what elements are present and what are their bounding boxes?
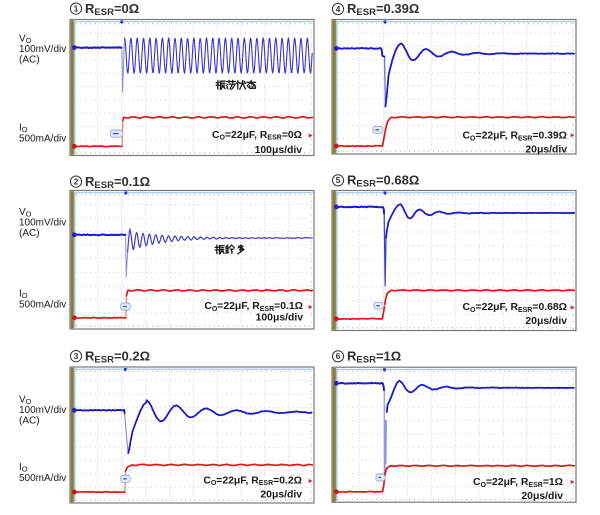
svg-text:RESR=0Ω: RESR=0Ω: [85, 1, 139, 18]
svg-text:CO=22μF, RESR=0.1Ω: CO=22μF, RESR=0.1Ω: [204, 301, 303, 313]
svg-text:20μs/div: 20μs/div: [525, 145, 567, 156]
svg-text:RESR=0.2Ω: RESR=0.2Ω: [85, 348, 150, 365]
svg-text:20μs/div: 20μs/div: [260, 490, 302, 501]
svg-text:IO: IO: [19, 289, 28, 301]
svg-text:5: 5: [336, 175, 341, 185]
svg-text:RESR=0.39Ω: RESR=0.39Ω: [347, 1, 419, 18]
svg-text:RESR=0.1Ω: RESR=0.1Ω: [85, 174, 150, 191]
svg-text:100mV/div: 100mV/div: [19, 218, 66, 229]
svg-text:500mA/div: 500mA/div: [19, 300, 66, 311]
svg-text:100mV/div: 100mV/div: [19, 405, 66, 416]
svg-text:(AC): (AC): [19, 55, 40, 66]
svg-text:CO=22μF, RESR=0.2Ω: CO=22μF, RESR=0.2Ω: [203, 475, 302, 487]
svg-text:2: 2: [74, 177, 79, 187]
svg-text:CO=22μF, RESR=0.68Ω: CO=22μF, RESR=0.68Ω: [463, 302, 567, 314]
svg-text:RESR=0.68Ω: RESR=0.68Ω: [347, 173, 419, 190]
svg-text:500mA/div: 500mA/div: [19, 134, 66, 145]
svg-text:100μs/div: 100μs/div: [256, 312, 304, 323]
svg-text:20μs/div: 20μs/div: [521, 491, 563, 502]
svg-text:RESR=1Ω: RESR=1Ω: [347, 349, 401, 366]
svg-text:6: 6: [336, 351, 341, 361]
svg-text:1: 1: [74, 4, 79, 14]
svg-text:CO=22μF, RESR=1Ω: CO=22μF, RESR=1Ω: [473, 477, 563, 489]
svg-text:(AC): (AC): [19, 416, 40, 427]
svg-text:20μs/div: 20μs/div: [525, 316, 567, 327]
svg-text:(AC): (AC): [19, 228, 40, 239]
svg-text:IO: IO: [19, 123, 28, 135]
svg-text:3: 3: [74, 351, 79, 361]
svg-text:CO=22μF, RESR=0.39Ω: CO=22μF, RESR=0.39Ω: [463, 131, 567, 143]
svg-text:100μs/div: 100μs/div: [255, 145, 303, 156]
svg-text:4: 4: [336, 4, 341, 14]
svg-text:100mV/div: 100mV/div: [19, 44, 66, 55]
svg-text:500mA/div: 500mA/div: [19, 473, 66, 484]
svg-text:CO=22μF, RESR=0Ω: CO=22μF, RESR=0Ω: [212, 130, 302, 142]
svg-text:IO: IO: [19, 462, 28, 474]
